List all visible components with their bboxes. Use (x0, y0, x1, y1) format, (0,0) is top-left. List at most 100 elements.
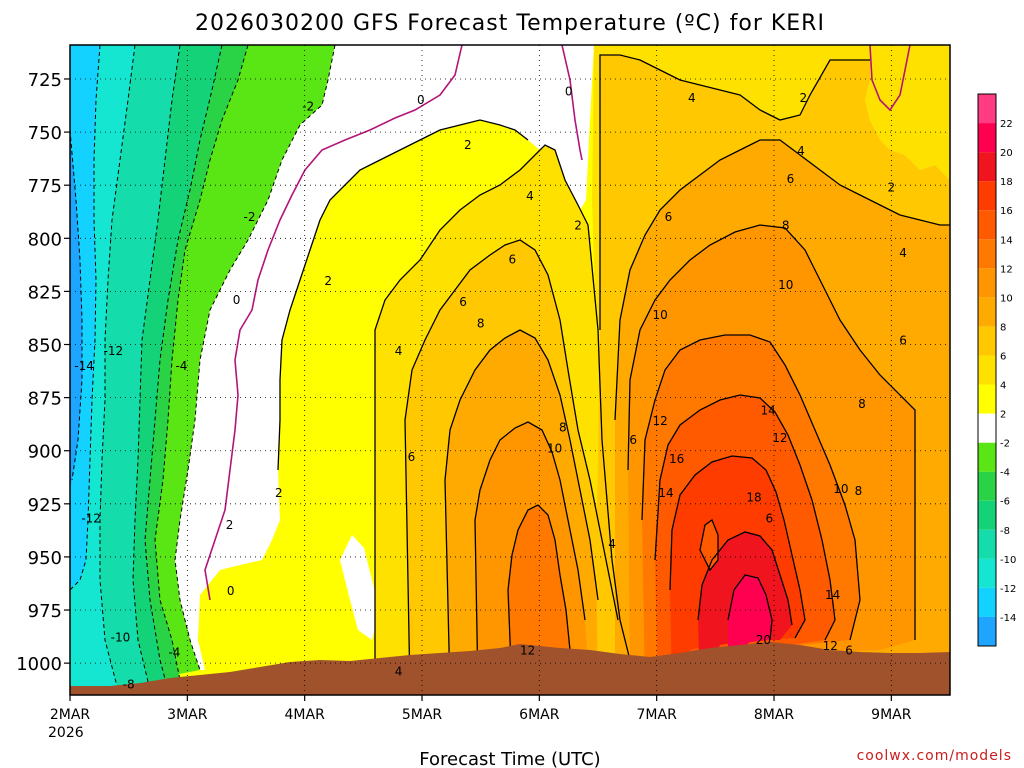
colorbar-tick-label: 12 (1000, 264, 1013, 275)
colorbar-segment (978, 587, 996, 617)
band-white (175, 45, 594, 670)
colorbar-frame (977, 93, 997, 647)
colorbar-tick-label: 4 (1000, 381, 1006, 392)
contour-label: 0 (233, 293, 241, 307)
colorbar-tick-label: 10 (1000, 293, 1013, 304)
contour-label: 6 (765, 512, 773, 526)
colorbar-tick-label: 8 (1000, 322, 1006, 333)
y-tick-label: 775 (28, 176, 62, 197)
y-tick-label: 825 (28, 282, 62, 303)
colorbar-segment (978, 616, 996, 646)
x-axis-title: Forecast Time (UTC) (419, 749, 600, 768)
colorbar-tick-label: 18 (1000, 177, 1013, 188)
x-tick-label: 3MAR (167, 707, 208, 723)
x-tick-label: 4MAR (285, 707, 326, 723)
gridlines (70, 45, 950, 695)
colorbar-segment (978, 268, 996, 298)
y-tick-label: 725 (28, 70, 62, 91)
contour-label: 0 (565, 85, 573, 99)
contour-label: 8 (858, 397, 866, 411)
colorbar-tick-label: 2 (1000, 410, 1006, 421)
contour-label: 2 (464, 138, 472, 152)
plot-area (70, 45, 950, 695)
contour-label: 6 (408, 450, 416, 464)
contour-label: 2 (800, 91, 808, 105)
x-tick-label: 8MAR (754, 707, 795, 723)
colorbar-tick-label: -4 (1000, 468, 1010, 479)
contour-label: -12 (104, 344, 124, 358)
colorbar-segment (978, 529, 996, 559)
contour-label: -14 (74, 359, 94, 373)
contour-label: 20 (756, 633, 771, 647)
colorbar-segment (978, 355, 996, 385)
contour-label: 16 (669, 452, 684, 466)
contour-label: 4 (608, 537, 616, 551)
colorbar-segment (978, 94, 996, 124)
x-tick-label: 6MAR (519, 707, 560, 723)
y-tick-label: 925 (28, 495, 62, 516)
contour-label: 2 (275, 486, 283, 500)
colorbar-tick-label: 20 (1000, 148, 1013, 159)
contour-label: 4 (797, 144, 805, 158)
colorbar-segment (978, 210, 996, 240)
contour-label: 10 (833, 482, 848, 496)
colorbar-tick-label: -6 (1000, 497, 1010, 508)
axis-ticks (64, 78, 892, 701)
band-blue (70, 130, 82, 490)
y-tick-labels: 725 750 775 800 825 850 875 900 925 950 975 1000 (16, 70, 62, 675)
contour-label: 2 (324, 274, 332, 288)
contour-label: 2 (574, 219, 582, 233)
contour-label: 0 (417, 93, 425, 107)
contour-label: 6 (845, 643, 853, 657)
contour-label: 10 (653, 308, 668, 322)
contour-label: -4 (168, 646, 180, 660)
colorbar-segment (978, 123, 996, 153)
contour-label: 4 (899, 246, 907, 260)
x-tick-label: 9MAR (871, 707, 912, 723)
contour-label: 6 (787, 172, 795, 186)
contour-label: 14 (825, 588, 840, 602)
y-tick-label: 950 (28, 548, 62, 569)
colorbar-segment (978, 471, 996, 501)
contour-label: 4 (688, 91, 696, 105)
y-tick-label: 975 (28, 601, 62, 622)
credit-text: coolwx.com/models (857, 748, 1012, 764)
contour-label: -8 (123, 677, 135, 691)
y-tick-label: 875 (28, 389, 62, 410)
chart-title: 2026030200 GFS Forecast Temperature (ºC)… (195, 11, 825, 36)
terrain (70, 642, 950, 695)
colorbar-tick-label: -8 (1000, 526, 1010, 537)
contours-black (277, 54, 950, 691)
contour-label: 2 (226, 518, 234, 532)
colorbar-segment (978, 239, 996, 269)
contour-label: 12 (823, 639, 838, 653)
contour-label: 8 (782, 219, 790, 233)
colorbar-tick-label: -12 (1000, 584, 1016, 595)
contour-label: 8 (477, 316, 485, 330)
x-tick-label: 7MAR (637, 707, 678, 723)
colorbar-tick-label: -10 (1000, 555, 1016, 566)
contour-label: -12 (81, 512, 101, 526)
colorbar-tick-label: 6 (1000, 351, 1006, 362)
plot-frame (69, 44, 951, 696)
contour-label: 6 (665, 210, 673, 224)
contours-freezing (204, 45, 911, 601)
contour-label: 2 (888, 180, 896, 194)
contour-label: 4 (395, 665, 403, 679)
contour-label: 18 (746, 490, 761, 504)
contour-label: 6 (509, 253, 517, 267)
colorbar-segment (978, 181, 996, 211)
band-white-patch (340, 535, 380, 640)
colorbar-segment (978, 413, 996, 443)
contour-label: -4 (175, 359, 187, 373)
x-tick-label: 5MAR (402, 707, 443, 723)
band-cyan (70, 45, 100, 590)
contour-label: 8 (855, 484, 863, 498)
colorbar-segment (978, 558, 996, 588)
colorbar-segment (978, 500, 996, 530)
band-20c-east (728, 575, 772, 660)
contour-label: 6 (899, 333, 907, 347)
y-tick-label: 850 (28, 336, 62, 357)
colorbar: -14 -12 -10 -8 -6 -4 -2 2 4 6 8 10 12 14 16 18 20 22 (977, 93, 1016, 647)
